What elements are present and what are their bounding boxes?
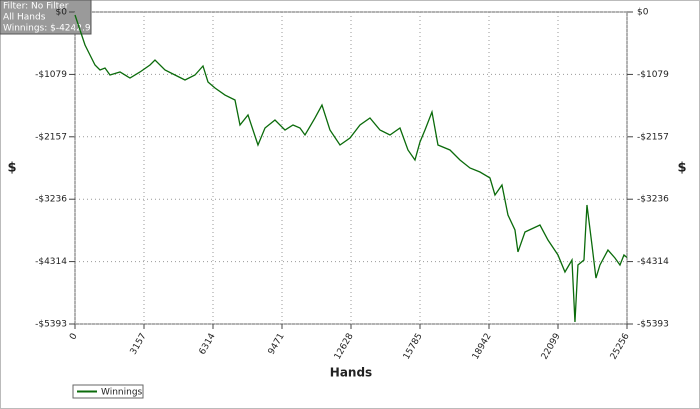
y-tick-label: -$5393	[35, 320, 67, 330]
y-tick-label: $0	[56, 8, 68, 18]
y2-tick-label: $0	[637, 8, 649, 18]
y-tick-label: -$2157	[35, 132, 67, 142]
y-axis-label: $	[7, 161, 16, 176]
y2-tick-label: -$2157	[637, 132, 669, 142]
y2-tick-label: -$4314	[637, 257, 669, 267]
y2-axis-label: $	[677, 161, 686, 176]
info-line: Winnings: $-4242.91	[3, 24, 96, 34]
x-tick-label: 0	[68, 332, 80, 342]
y2-tick-label: -$3236	[637, 195, 669, 205]
legend	[72, 384, 144, 399]
y-tick-label: -$4314	[35, 257, 67, 267]
y2-tick-label: -$1079	[637, 70, 669, 80]
y2-tick-label: -$5393	[637, 320, 669, 330]
x-axis-label: Hands	[330, 366, 372, 380]
info-line: Filter: No Filter	[3, 2, 69, 12]
data-line	[74, 14, 628, 323]
info-line: All Hands	[3, 13, 46, 23]
y-tick-label: -$3236	[35, 195, 67, 205]
legend-label: Winnings	[101, 388, 143, 398]
y-tick-label: -$1079	[35, 70, 67, 80]
